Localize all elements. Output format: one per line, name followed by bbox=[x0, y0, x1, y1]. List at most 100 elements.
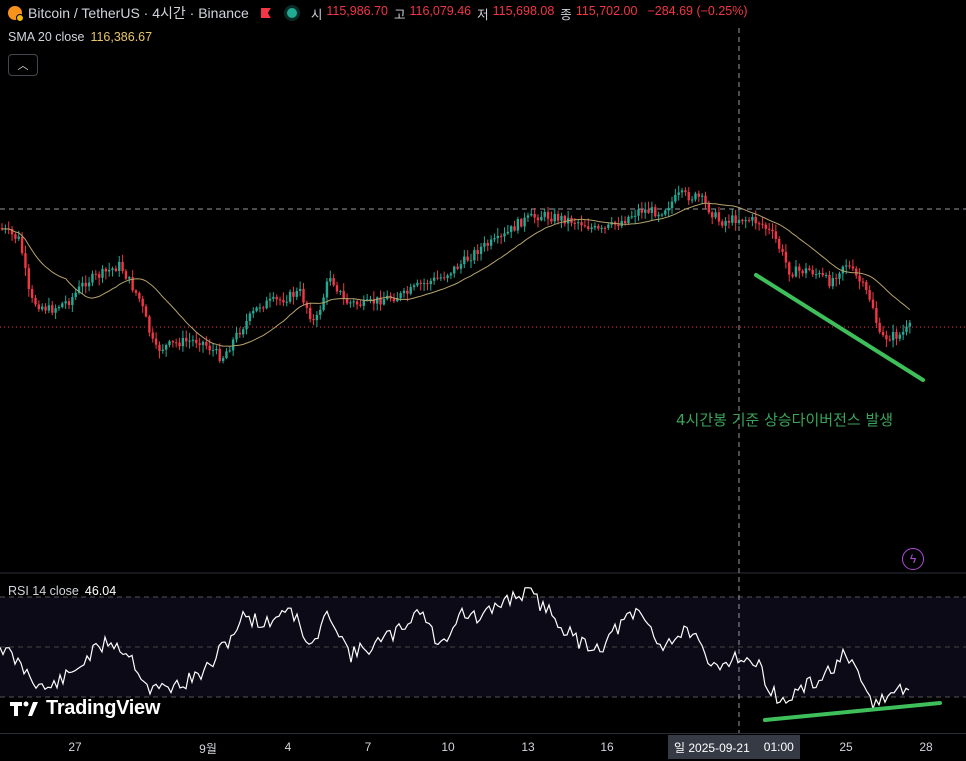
candle-body bbox=[553, 213, 556, 222]
candle-body bbox=[476, 250, 479, 255]
candle-body bbox=[419, 282, 422, 284]
candle-body bbox=[288, 291, 292, 302]
candle-body bbox=[560, 215, 563, 221]
candle-body bbox=[185, 337, 188, 342]
candle-body bbox=[195, 339, 198, 344]
candle-body bbox=[359, 304, 362, 306]
candle-body bbox=[754, 216, 757, 224]
candle-body bbox=[164, 345, 168, 350]
sma-legend[interactable]: SMA 20 close 116,386.67 bbox=[8, 30, 152, 44]
sma-line[interactable] bbox=[1, 202, 911, 347]
candle-body bbox=[231, 339, 235, 351]
candle-body bbox=[851, 266, 855, 269]
time-axis[interactable]: 27 9월 4 7 10 13 16 25 28 일 2025-09-21 01… bbox=[0, 733, 966, 761]
candle-body bbox=[841, 266, 845, 274]
candle-body bbox=[493, 238, 496, 240]
lightning-icon[interactable]: ϟ bbox=[902, 548, 924, 570]
candle-body bbox=[14, 234, 17, 239]
candle-body bbox=[362, 299, 365, 306]
candle-body bbox=[47, 305, 51, 311]
low-value: 115,698.08 bbox=[492, 3, 555, 18]
candle-body bbox=[687, 192, 690, 201]
symbol-header[interactable]: Bitcoin / TetherUS · 4시간 · Binance 시 115,… bbox=[8, 4, 750, 22]
candle-body bbox=[885, 335, 888, 340]
candle-body bbox=[607, 224, 610, 228]
candle-body bbox=[878, 322, 881, 332]
chart-canvas[interactable] bbox=[0, 0, 966, 733]
candle-body bbox=[513, 226, 516, 231]
candle-body bbox=[637, 209, 640, 216]
candle-body bbox=[831, 278, 834, 287]
rsi-line[interactable] bbox=[0, 587, 910, 712]
candle-body bbox=[657, 214, 660, 217]
candle-body bbox=[282, 299, 285, 303]
candle-body bbox=[191, 339, 195, 341]
candle-body bbox=[121, 261, 124, 272]
flag-icon[interactable] bbox=[260, 8, 271, 18]
candle-body bbox=[453, 266, 456, 274]
candle-body bbox=[335, 285, 339, 292]
candle-body bbox=[824, 274, 828, 276]
candle-body bbox=[148, 316, 151, 333]
candle-body bbox=[329, 278, 332, 282]
candle-body bbox=[577, 222, 580, 224]
candle-body bbox=[228, 350, 231, 352]
candle-body bbox=[717, 212, 721, 222]
candle-body bbox=[262, 307, 265, 309]
candle-body bbox=[660, 214, 664, 216]
candle-body bbox=[834, 278, 838, 280]
candle-body bbox=[131, 277, 134, 291]
candle-body bbox=[563, 215, 566, 224]
divergence-annotation[interactable]: 4시간봉 기준 상승다이버전스 발생 bbox=[676, 411, 894, 429]
candle-body bbox=[620, 220, 623, 227]
bitcoin-icon bbox=[8, 6, 24, 22]
rsi-trendline[interactable] bbox=[763, 701, 942, 722]
open-label: 시 bbox=[310, 7, 323, 22]
candle-body bbox=[855, 268, 858, 276]
collapse-legend-button[interactable]: ︿ bbox=[8, 54, 38, 76]
time-tick: 25 bbox=[839, 740, 853, 754]
candle-body bbox=[218, 348, 221, 362]
candle-body bbox=[503, 233, 506, 237]
candle-body bbox=[97, 274, 101, 278]
candle-body bbox=[402, 290, 406, 294]
time-tick: 13 bbox=[521, 740, 535, 754]
candle-body bbox=[339, 291, 342, 293]
candle-body bbox=[811, 269, 814, 275]
time-tick: 28 bbox=[919, 740, 933, 754]
candle-body bbox=[171, 341, 175, 343]
candle-body bbox=[627, 216, 630, 224]
candlestick-series[interactable] bbox=[0, 185, 912, 364]
candle-body bbox=[751, 216, 754, 221]
candle-body bbox=[298, 288, 302, 292]
candle-body bbox=[439, 277, 443, 279]
candle-body bbox=[486, 242, 489, 246]
price-trendline[interactable] bbox=[754, 273, 925, 382]
candle-body bbox=[881, 331, 885, 336]
candle-body bbox=[57, 307, 61, 309]
candle-body bbox=[34, 297, 37, 305]
tradingview-logo[interactable]: TradingView bbox=[10, 697, 160, 720]
candle-body bbox=[677, 192, 680, 195]
candle-body bbox=[312, 319, 315, 321]
candle-body bbox=[838, 273, 841, 279]
candle-body bbox=[265, 300, 268, 309]
high-label: 고 bbox=[393, 7, 406, 22]
candle-body bbox=[684, 190, 687, 193]
candle-body bbox=[868, 289, 871, 300]
candle-body bbox=[888, 339, 891, 341]
candle-body bbox=[861, 281, 865, 283]
symbol-title[interactable]: Bitcoin / TetherUS · 4시간 · Binance bbox=[28, 5, 249, 21]
candle-body bbox=[808, 268, 811, 270]
candle-body bbox=[707, 203, 711, 213]
candle-body bbox=[255, 307, 258, 311]
candle-body bbox=[352, 301, 355, 303]
candle-body bbox=[848, 265, 851, 267]
candle-body bbox=[530, 213, 533, 216]
candle-body bbox=[141, 298, 144, 307]
candle-body bbox=[788, 262, 791, 275]
rsi-legend[interactable]: RSI 14 close 46.04 bbox=[8, 584, 116, 598]
candle-body bbox=[181, 337, 185, 347]
candle-body bbox=[118, 261, 121, 272]
candle-body bbox=[590, 227, 593, 229]
